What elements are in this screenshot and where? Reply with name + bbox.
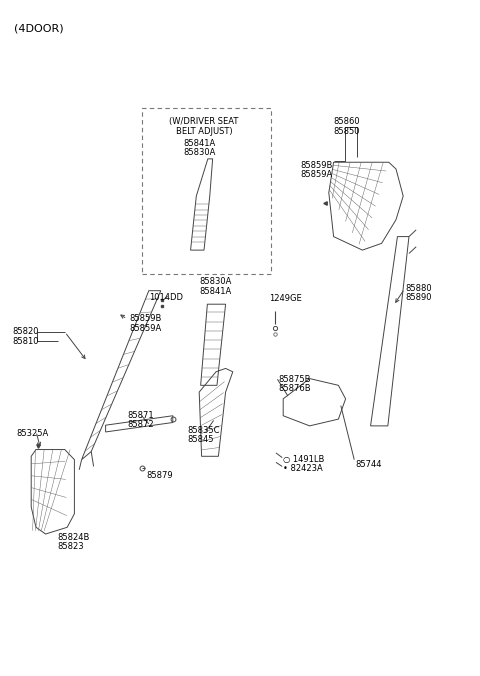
Text: 85841A: 85841A xyxy=(183,139,216,147)
Text: (4DOOR): (4DOOR) xyxy=(14,24,64,34)
Text: 85871: 85871 xyxy=(127,411,154,420)
Text: 85859B: 85859B xyxy=(300,161,332,170)
Text: 85835C: 85835C xyxy=(187,426,220,435)
Text: 85845: 85845 xyxy=(187,435,214,444)
Text: 85859B: 85859B xyxy=(130,314,162,323)
Text: 85859A: 85859A xyxy=(130,324,162,333)
Text: 85876B: 85876B xyxy=(278,384,311,393)
Text: (W/DRIVER SEAT: (W/DRIVER SEAT xyxy=(169,117,239,126)
Text: 85820: 85820 xyxy=(12,327,38,336)
Text: 85879: 85879 xyxy=(146,471,173,480)
Text: BELT ADJUST): BELT ADJUST) xyxy=(176,127,232,136)
Text: 1014DD: 1014DD xyxy=(149,293,183,302)
Text: 85859A: 85859A xyxy=(300,170,332,179)
Text: 85744: 85744 xyxy=(355,460,382,468)
Text: 85841A: 85841A xyxy=(199,287,231,295)
Text: 1249GE: 1249GE xyxy=(269,294,301,303)
Text: 85890: 85890 xyxy=(406,293,432,302)
Text: 85830A: 85830A xyxy=(183,148,216,157)
Text: 85810: 85810 xyxy=(12,337,38,345)
Text: 85824B: 85824B xyxy=(58,533,90,541)
Text: 85830A: 85830A xyxy=(199,277,231,286)
Text: 85823: 85823 xyxy=(58,542,84,551)
Text: 85325A: 85325A xyxy=(17,429,49,438)
Text: • 82423A: • 82423A xyxy=(283,464,323,473)
Text: ○ 1491LB: ○ 1491LB xyxy=(283,455,324,464)
Text: 85860: 85860 xyxy=(334,117,360,126)
Text: 85872: 85872 xyxy=(127,420,154,429)
Text: 85850: 85850 xyxy=(334,127,360,136)
Text: 85875B: 85875B xyxy=(278,375,311,383)
Text: 85880: 85880 xyxy=(406,284,432,293)
